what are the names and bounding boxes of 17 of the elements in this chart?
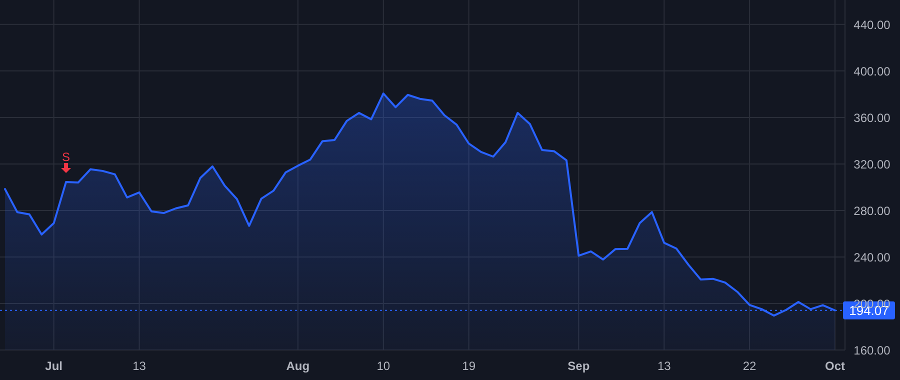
x-tick-label: Sep — [568, 359, 590, 373]
x-tick-label: 19 — [462, 359, 476, 373]
y-tick-label: 440.00 — [854, 18, 891, 32]
y-tick-label: 160.00 — [854, 344, 891, 358]
annotation: S — [62, 150, 70, 164]
y-tick-label: 400.00 — [854, 64, 891, 78]
y-tick-label: 280.00 — [854, 204, 891, 218]
x-tick-label: 22 — [742, 359, 757, 373]
x-tick-label: 10 — [376, 359, 390, 373]
y-tick-label: 360.00 — [854, 110, 891, 125]
y-tick-label: 320.00 — [854, 157, 891, 172]
x-tick-label: Oct — [824, 359, 846, 373]
x-tick-label: 13 — [657, 359, 672, 373]
y-tick-label: 240.00 — [854, 250, 891, 264]
x-tick-label: 13 — [132, 359, 146, 373]
x-tick-label: Aug — [286, 359, 310, 373]
x-tick-label: Jul — [45, 359, 62, 373]
